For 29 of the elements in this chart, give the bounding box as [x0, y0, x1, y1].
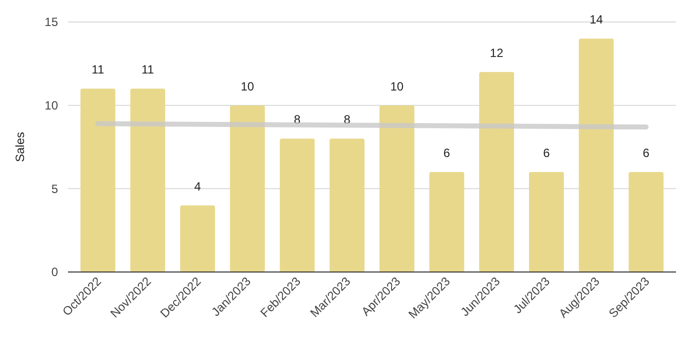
y-tick-label: 15: [44, 15, 58, 30]
y-tick-label: 0: [51, 265, 58, 280]
data-label: 6: [443, 146, 450, 160]
y-tick-label: 10: [44, 98, 58, 113]
data-label: 10: [390, 79, 404, 94]
bar: [230, 105, 265, 272]
data-label: 4: [194, 179, 202, 194]
bar: [479, 72, 514, 272]
data-label: 12: [490, 46, 504, 60]
data-label: 6: [543, 146, 550, 160]
bar: [528, 172, 564, 272]
bar: [80, 88, 116, 272]
data-label: 11: [92, 62, 104, 77]
bar: [130, 88, 166, 272]
bar: [280, 138, 315, 272]
bar: [429, 172, 464, 272]
data-label: 11: [142, 62, 154, 77]
data-label: 6: [642, 146, 650, 160]
y-tick-label: 5: [51, 182, 58, 196]
bar: [180, 205, 216, 272]
data-label: 8: [294, 112, 301, 127]
bar: [330, 138, 365, 272]
data-label: 14: [590, 12, 604, 27]
bar: [578, 38, 614, 272]
bar: [628, 172, 664, 272]
bar: [379, 105, 414, 272]
y-axis-title: Sales: [13, 132, 27, 162]
data-label: 10: [240, 79, 254, 94]
data-label: 8: [344, 112, 351, 127]
